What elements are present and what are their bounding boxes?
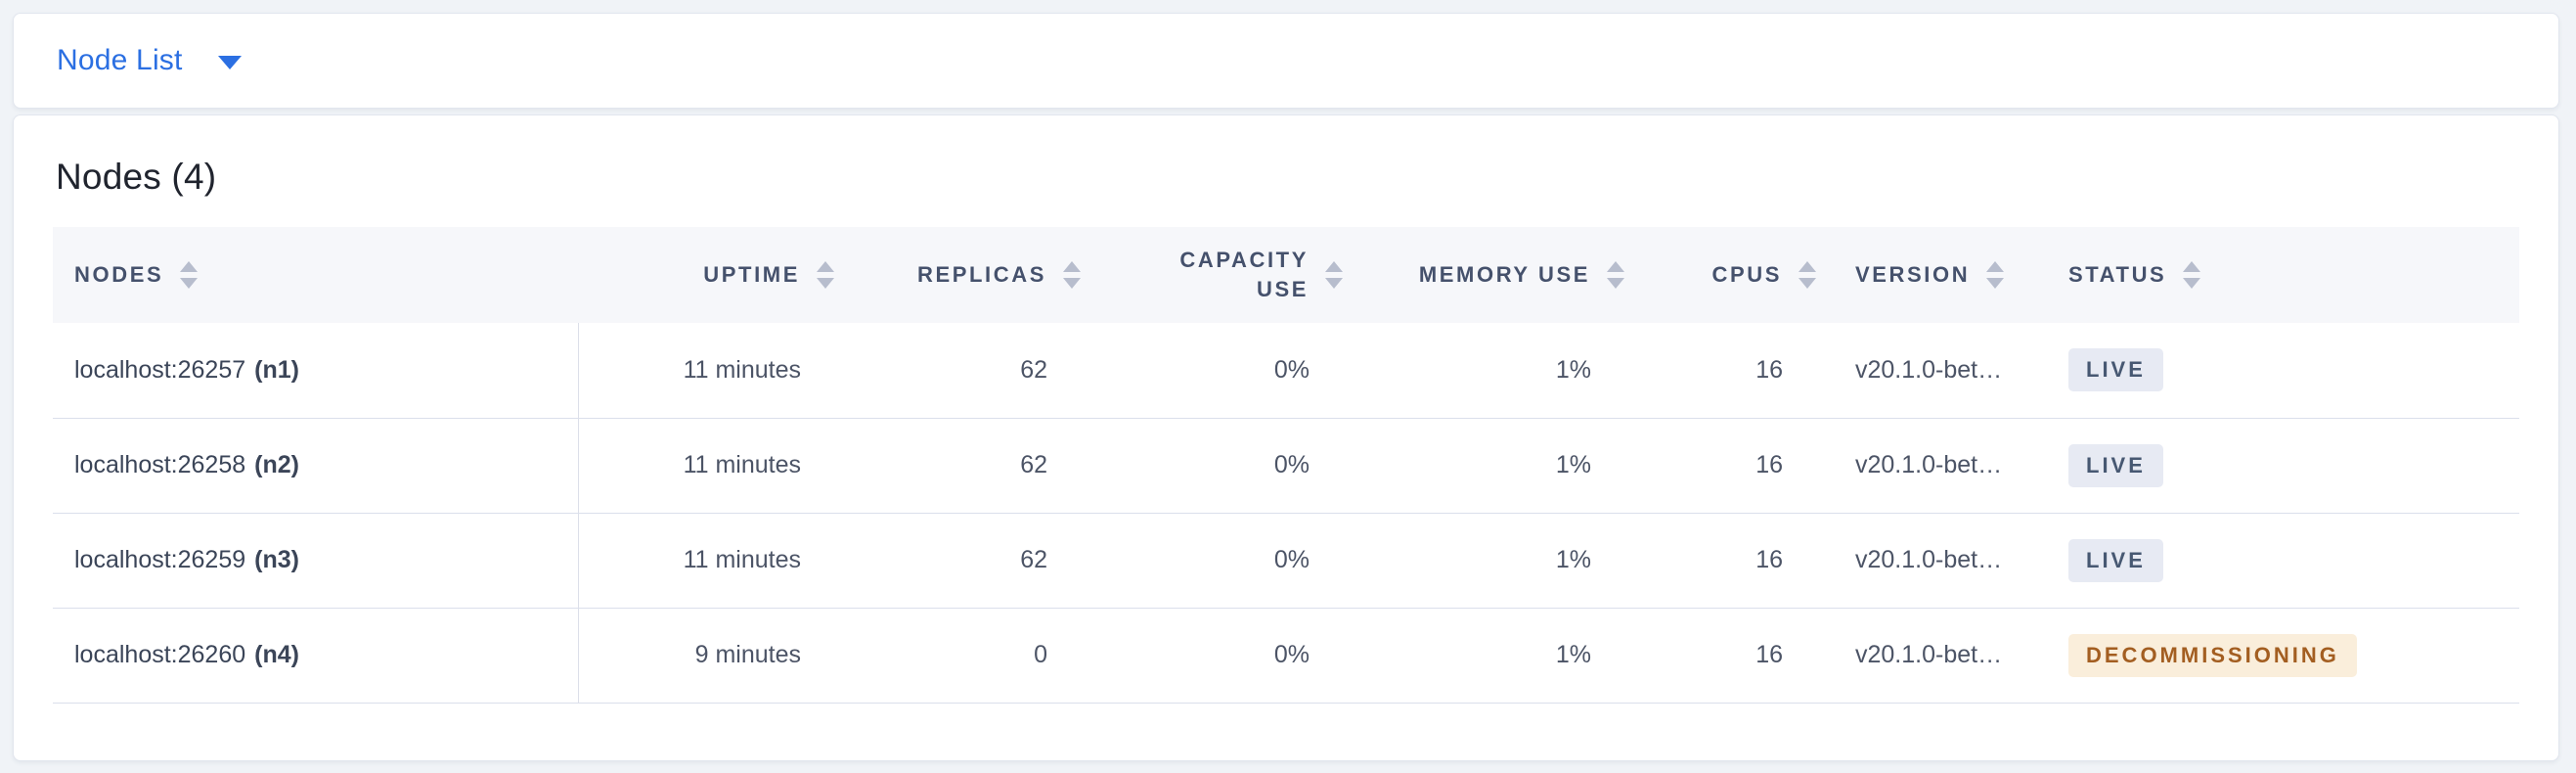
view-selector-card: Node List — [13, 13, 2559, 109]
replicas-cell: 0 — [834, 608, 1081, 704]
column-label-replicas: REPLICAS — [916, 262, 1046, 287]
node-address: localhost:26257 — [74, 355, 246, 384]
memory-use-cell: 1% — [1343, 608, 1624, 704]
view-selector-label: Node List — [57, 44, 183, 76]
status-cell: DECOMMISSIONING — [2051, 608, 2519, 704]
capacity-use-cell: 0% — [1081, 418, 1343, 514]
node-address: localhost:26260 — [74, 641, 246, 668]
uptime-cell: 11 minutes — [578, 323, 834, 419]
cpus-cell: 16 — [1624, 418, 1816, 514]
column-label-nodes: NODES — [74, 262, 164, 287]
node-address: localhost:26259 — [74, 546, 246, 573]
node-address-link[interactable]: localhost:26259 (n3) — [74, 546, 299, 573]
column-label-uptime: UPTIME — [703, 262, 800, 287]
replicas-cell: 62 — [834, 418, 1081, 514]
table-header: NODES UPTIME REPLICAS CAPACITY USE MEMOR… — [53, 227, 2519, 323]
uptime-cell: 11 minutes — [578, 513, 834, 609]
column-header-memory-use[interactable]: MEMORY USE — [1343, 227, 1624, 323]
table-header-row: NODES UPTIME REPLICAS CAPACITY USE MEMOR… — [53, 227, 2519, 323]
replicas-cell: 62 — [834, 323, 1081, 419]
table-body: localhost:26257 (n1) 11 minutes 62 0% 1% … — [53, 323, 2519, 704]
column-header-uptime[interactable]: UPTIME — [578, 227, 834, 323]
node-cell: localhost:26258 (n2) — [53, 418, 579, 514]
version-cell: v20.1.0-bet… — [1816, 608, 2051, 704]
cpus-cell: 16 — [1624, 608, 1816, 704]
node-cell: localhost:26260 (n4) — [53, 608, 579, 704]
status-badge: LIVE — [2068, 443, 2163, 487]
version-cell: v20.1.0-bet… — [1816, 323, 2051, 419]
node-name: (n1) — [254, 355, 299, 384]
table-row: localhost:26260 (n4) 9 minutes 0 0% 1% 16… — [53, 608, 2519, 704]
node-address: localhost:26258 — [74, 451, 246, 478]
column-header-nodes[interactable]: NODES — [53, 227, 578, 323]
status-badge: DECOMMISSIONING — [2068, 633, 2357, 677]
column-label-cpus: CPUS — [1711, 262, 1782, 287]
uptime-cell: 11 minutes — [578, 418, 834, 514]
status-cell: LIVE — [2051, 513, 2519, 609]
status-badge: LIVE — [2068, 348, 2163, 392]
node-name: (n4) — [254, 641, 299, 668]
memory-use-cell: 1% — [1343, 418, 1624, 514]
capacity-use-cell: 0% — [1081, 323, 1343, 419]
memory-use-cell: 1% — [1343, 323, 1624, 419]
node-cell: localhost:26257 (n1) — [53, 323, 579, 419]
node-address-link[interactable]: localhost:26258 (n2) — [74, 451, 299, 478]
version-cell: v20.1.0-bet… — [1816, 418, 2051, 514]
nodes-table: NODES UPTIME REPLICAS CAPACITY USE MEMOR… — [53, 227, 2519, 704]
chevron-down-icon — [217, 56, 242, 69]
column-label-capacity-use: CAPACITY USE — [1179, 248, 1309, 301]
column-label-memory-use: MEMORY USE — [1418, 262, 1590, 287]
status-badge: LIVE — [2068, 538, 2163, 582]
cpus-cell: 16 — [1624, 323, 1816, 419]
table-row: localhost:26258 (n2) 11 minutes 62 0% 1% … — [53, 418, 2519, 514]
column-header-status[interactable]: STATUS — [2051, 227, 2519, 323]
view-selector-dropdown[interactable]: Node List — [57, 44, 242, 77]
table-row: localhost:26259 (n3) 11 minutes 62 0% 1% … — [53, 513, 2519, 609]
sort-icon[interactable] — [2183, 261, 2201, 289]
status-cell: LIVE — [2051, 418, 2519, 514]
column-label-version: VERSION — [1855, 262, 1971, 287]
node-name: (n3) — [254, 546, 299, 573]
status-cell: LIVE — [2051, 323, 2519, 419]
node-address-link[interactable]: localhost:26260 (n4) — [74, 641, 299, 668]
column-header-cpus[interactable]: CPUS — [1624, 227, 1816, 323]
table-row: localhost:26257 (n1) 11 minutes 62 0% 1% … — [53, 323, 2519, 419]
node-cell: localhost:26259 (n3) — [53, 513, 579, 609]
node-address-link[interactable]: localhost:26257 (n1) — [74, 356, 299, 384]
sort-icon[interactable] — [1607, 261, 1624, 289]
column-header-capacity-use[interactable]: CAPACITY USE — [1081, 227, 1343, 323]
page-title: Nodes (4) — [56, 157, 217, 197]
column-header-version[interactable]: VERSION — [1816, 227, 2051, 323]
sort-icon[interactable] — [180, 261, 199, 289]
column-header-replicas[interactable]: REPLICAS — [834, 227, 1081, 323]
cpus-cell: 16 — [1624, 513, 1816, 609]
sort-icon[interactable] — [1063, 261, 1081, 289]
sort-icon[interactable] — [1986, 261, 2005, 289]
node-name: (n2) — [254, 451, 299, 478]
nodes-card: Nodes (4) NODES UPTIME REPLICAS — [13, 114, 2559, 761]
version-cell: v20.1.0-bet… — [1816, 513, 2051, 609]
column-label-status: STATUS — [2068, 262, 2167, 287]
sort-icon[interactable] — [1799, 261, 1816, 289]
memory-use-cell: 1% — [1343, 513, 1624, 609]
sort-icon[interactable] — [1325, 261, 1343, 289]
sort-icon[interactable] — [817, 261, 834, 289]
uptime-cell: 9 minutes — [578, 608, 834, 704]
replicas-cell: 62 — [834, 513, 1081, 609]
capacity-use-cell: 0% — [1081, 608, 1343, 704]
capacity-use-cell: 0% — [1081, 513, 1343, 609]
